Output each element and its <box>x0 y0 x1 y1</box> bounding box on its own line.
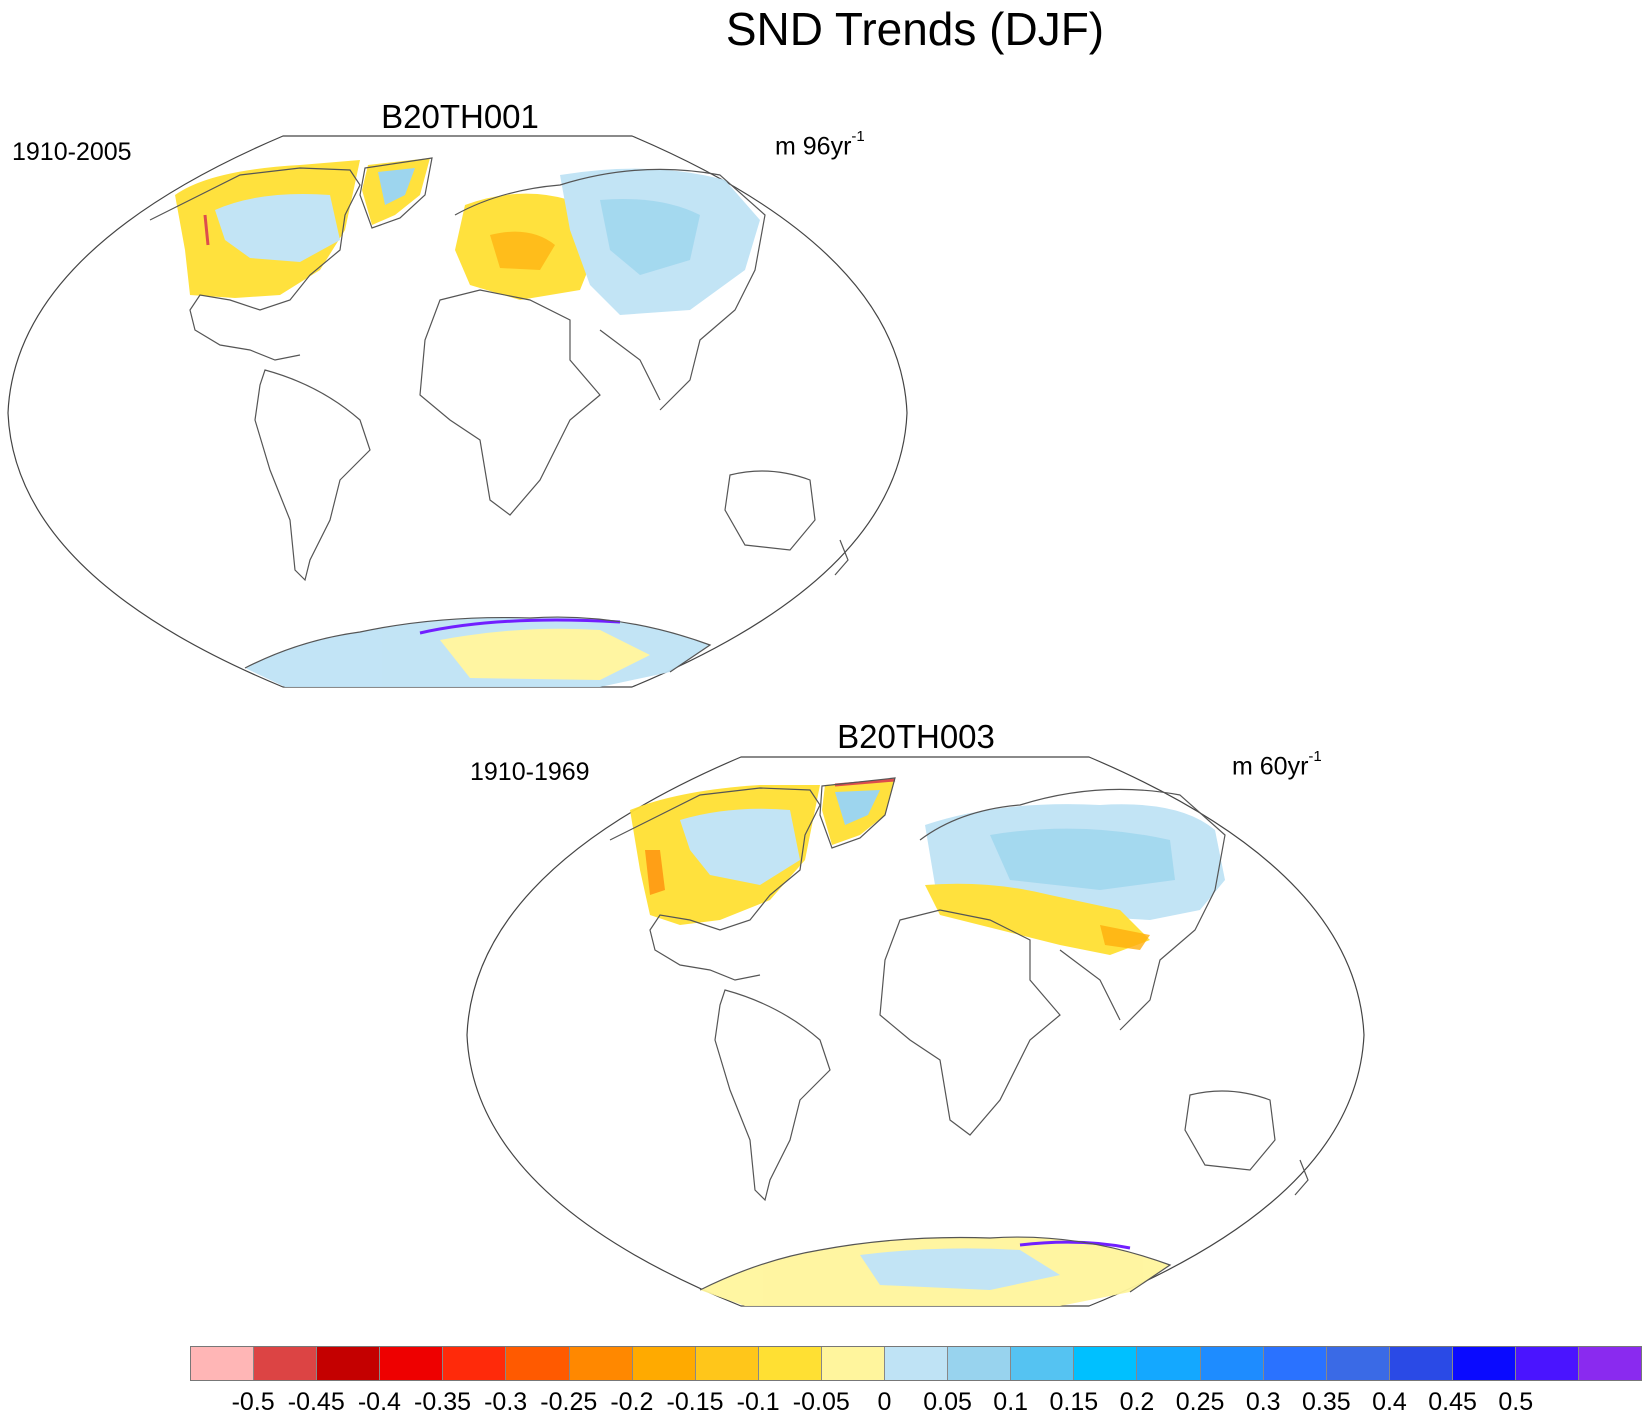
panel1-title: B20TH001 <box>381 98 539 135</box>
colorbar-swatch <box>191 1347 255 1380</box>
map2-frame <box>466 756 1365 1307</box>
colorbar-tick-label: 0.3 <box>1245 1388 1281 1416</box>
map1-antarctica-edge <box>419 618 621 635</box>
colorbar-swatch <box>695 1347 759 1380</box>
colorbar-tick-label: 0.25 <box>1175 1388 1225 1416</box>
colorbar-tick-label: -0.5 <box>231 1388 275 1416</box>
colorbar-swatch <box>254 1347 318 1380</box>
colorbar-tick-label: -0.4 <box>357 1388 401 1416</box>
colorbar <box>190 1346 1642 1381</box>
colorbar-tick-label: -0.1 <box>736 1388 780 1416</box>
panel2-units-exp: -1 <box>1308 748 1322 765</box>
colorbar-tick-label: -0.2 <box>610 1388 654 1416</box>
colorbar-swatch <box>1452 1347 1516 1380</box>
colorbar-tick-label: 0.2 <box>1119 1388 1155 1416</box>
map2-antarctica-edge <box>1019 1240 1131 1250</box>
main-title: SND Trends (DJF) <box>725 3 1105 55</box>
colorbar-tick-label: 0 <box>877 1388 892 1416</box>
colorbar-tick-label: -0.35 <box>414 1388 472 1416</box>
colorbar-swatch <box>1579 1347 1642 1380</box>
panel1-period: 1910-2005 <box>12 138 132 166</box>
panel1-units-exp: -1 <box>851 128 865 145</box>
map1-na-blue <box>215 194 340 262</box>
map1-antarctica-yellow <box>440 628 650 680</box>
map2-snow-fields <box>630 778 1225 1306</box>
map1-frame <box>7 135 908 688</box>
colorbar-swatch <box>1389 1347 1453 1380</box>
colorbar-swatch <box>821 1347 886 1380</box>
map-panel-1 <box>7 135 908 688</box>
map2-coastlines <box>609 777 1309 1293</box>
map1-greenland-blue <box>378 168 415 205</box>
map2-na-blue <box>680 808 800 885</box>
colorbar-tick-label: -0.3 <box>484 1388 528 1416</box>
colorbar-swatch <box>380 1347 444 1380</box>
colorbar-swatch <box>1326 1347 1390 1380</box>
map-panel-2 <box>466 756 1365 1307</box>
colorbar-swatch <box>1515 1347 1580 1380</box>
map1-asia-mid <box>600 199 700 275</box>
colorbar-swatch <box>1200 1347 1264 1380</box>
colorbar-swatch <box>885 1347 949 1380</box>
panel2-title: B20TH003 <box>837 718 995 755</box>
colorbar-tick-label: 0.35 <box>1302 1388 1351 1416</box>
map1-snow-fields <box>175 158 760 687</box>
colorbar-swatch <box>443 1347 507 1380</box>
map2-greenland-blue <box>835 790 880 825</box>
colorbar-swatch <box>632 1347 696 1380</box>
map2-eurasia-orange <box>1100 925 1150 950</box>
map2-antarctica-blue <box>860 1248 1060 1290</box>
maps-canvas <box>7 135 1365 1307</box>
map2-eurasia-mid <box>990 828 1175 890</box>
map1-coastlines <box>149 157 849 673</box>
colorbar-tick-label: -0.25 <box>540 1388 598 1416</box>
colorbar-swatch <box>948 1347 1012 1380</box>
map2-na-red <box>645 850 665 895</box>
colorbar-swatch <box>1137 1347 1201 1380</box>
map1-na-red-edge <box>203 214 210 246</box>
colorbar-tick-label: 0.1 <box>993 1388 1029 1416</box>
panel2-period: 1910-1969 <box>470 758 590 786</box>
colorbar-swatch <box>1011 1347 1075 1380</box>
map2-greenland-edge <box>834 778 896 787</box>
panel1-units: m 96yr-1 <box>775 128 865 161</box>
colorbar-swatch <box>317 1347 381 1380</box>
colorbar-tick-label: -0.45 <box>287 1388 345 1416</box>
map2-eurasia-yellow <box>925 883 1150 955</box>
colorbar-swatch <box>758 1347 822 1380</box>
map1-eurasia-orange <box>490 231 555 270</box>
colorbar-tick-label: 0.45 <box>1428 1388 1477 1416</box>
colorbar-tick-label: 0.15 <box>1049 1388 1099 1416</box>
panel2-units: m 60yr-1 <box>1232 748 1322 781</box>
colorbar-tick-label: -0.15 <box>666 1388 724 1416</box>
colorbar-swatch <box>1074 1347 1138 1380</box>
colorbar-tick-label: 0.5 <box>1498 1388 1534 1416</box>
colorbar-tick-label: 0.4 <box>1372 1388 1407 1416</box>
colorbar-swatch <box>569 1347 633 1380</box>
colorbar-tick-label: -0.05 <box>792 1388 850 1416</box>
colorbar-tick-labels: -0.5 -0.45 -0.4 -0.35 -0.3 -0.25 -0.2 -0.15 -0.1… <box>190 1388 1642 1418</box>
colorbar-swatch <box>1263 1347 1327 1380</box>
panel1-units-base: m 96yr <box>775 132 852 161</box>
colorbar-swatch <box>506 1347 570 1380</box>
panel2-units-base: m 60yr <box>1232 752 1309 781</box>
colorbar-tick-label: 0.05 <box>923 1388 972 1416</box>
